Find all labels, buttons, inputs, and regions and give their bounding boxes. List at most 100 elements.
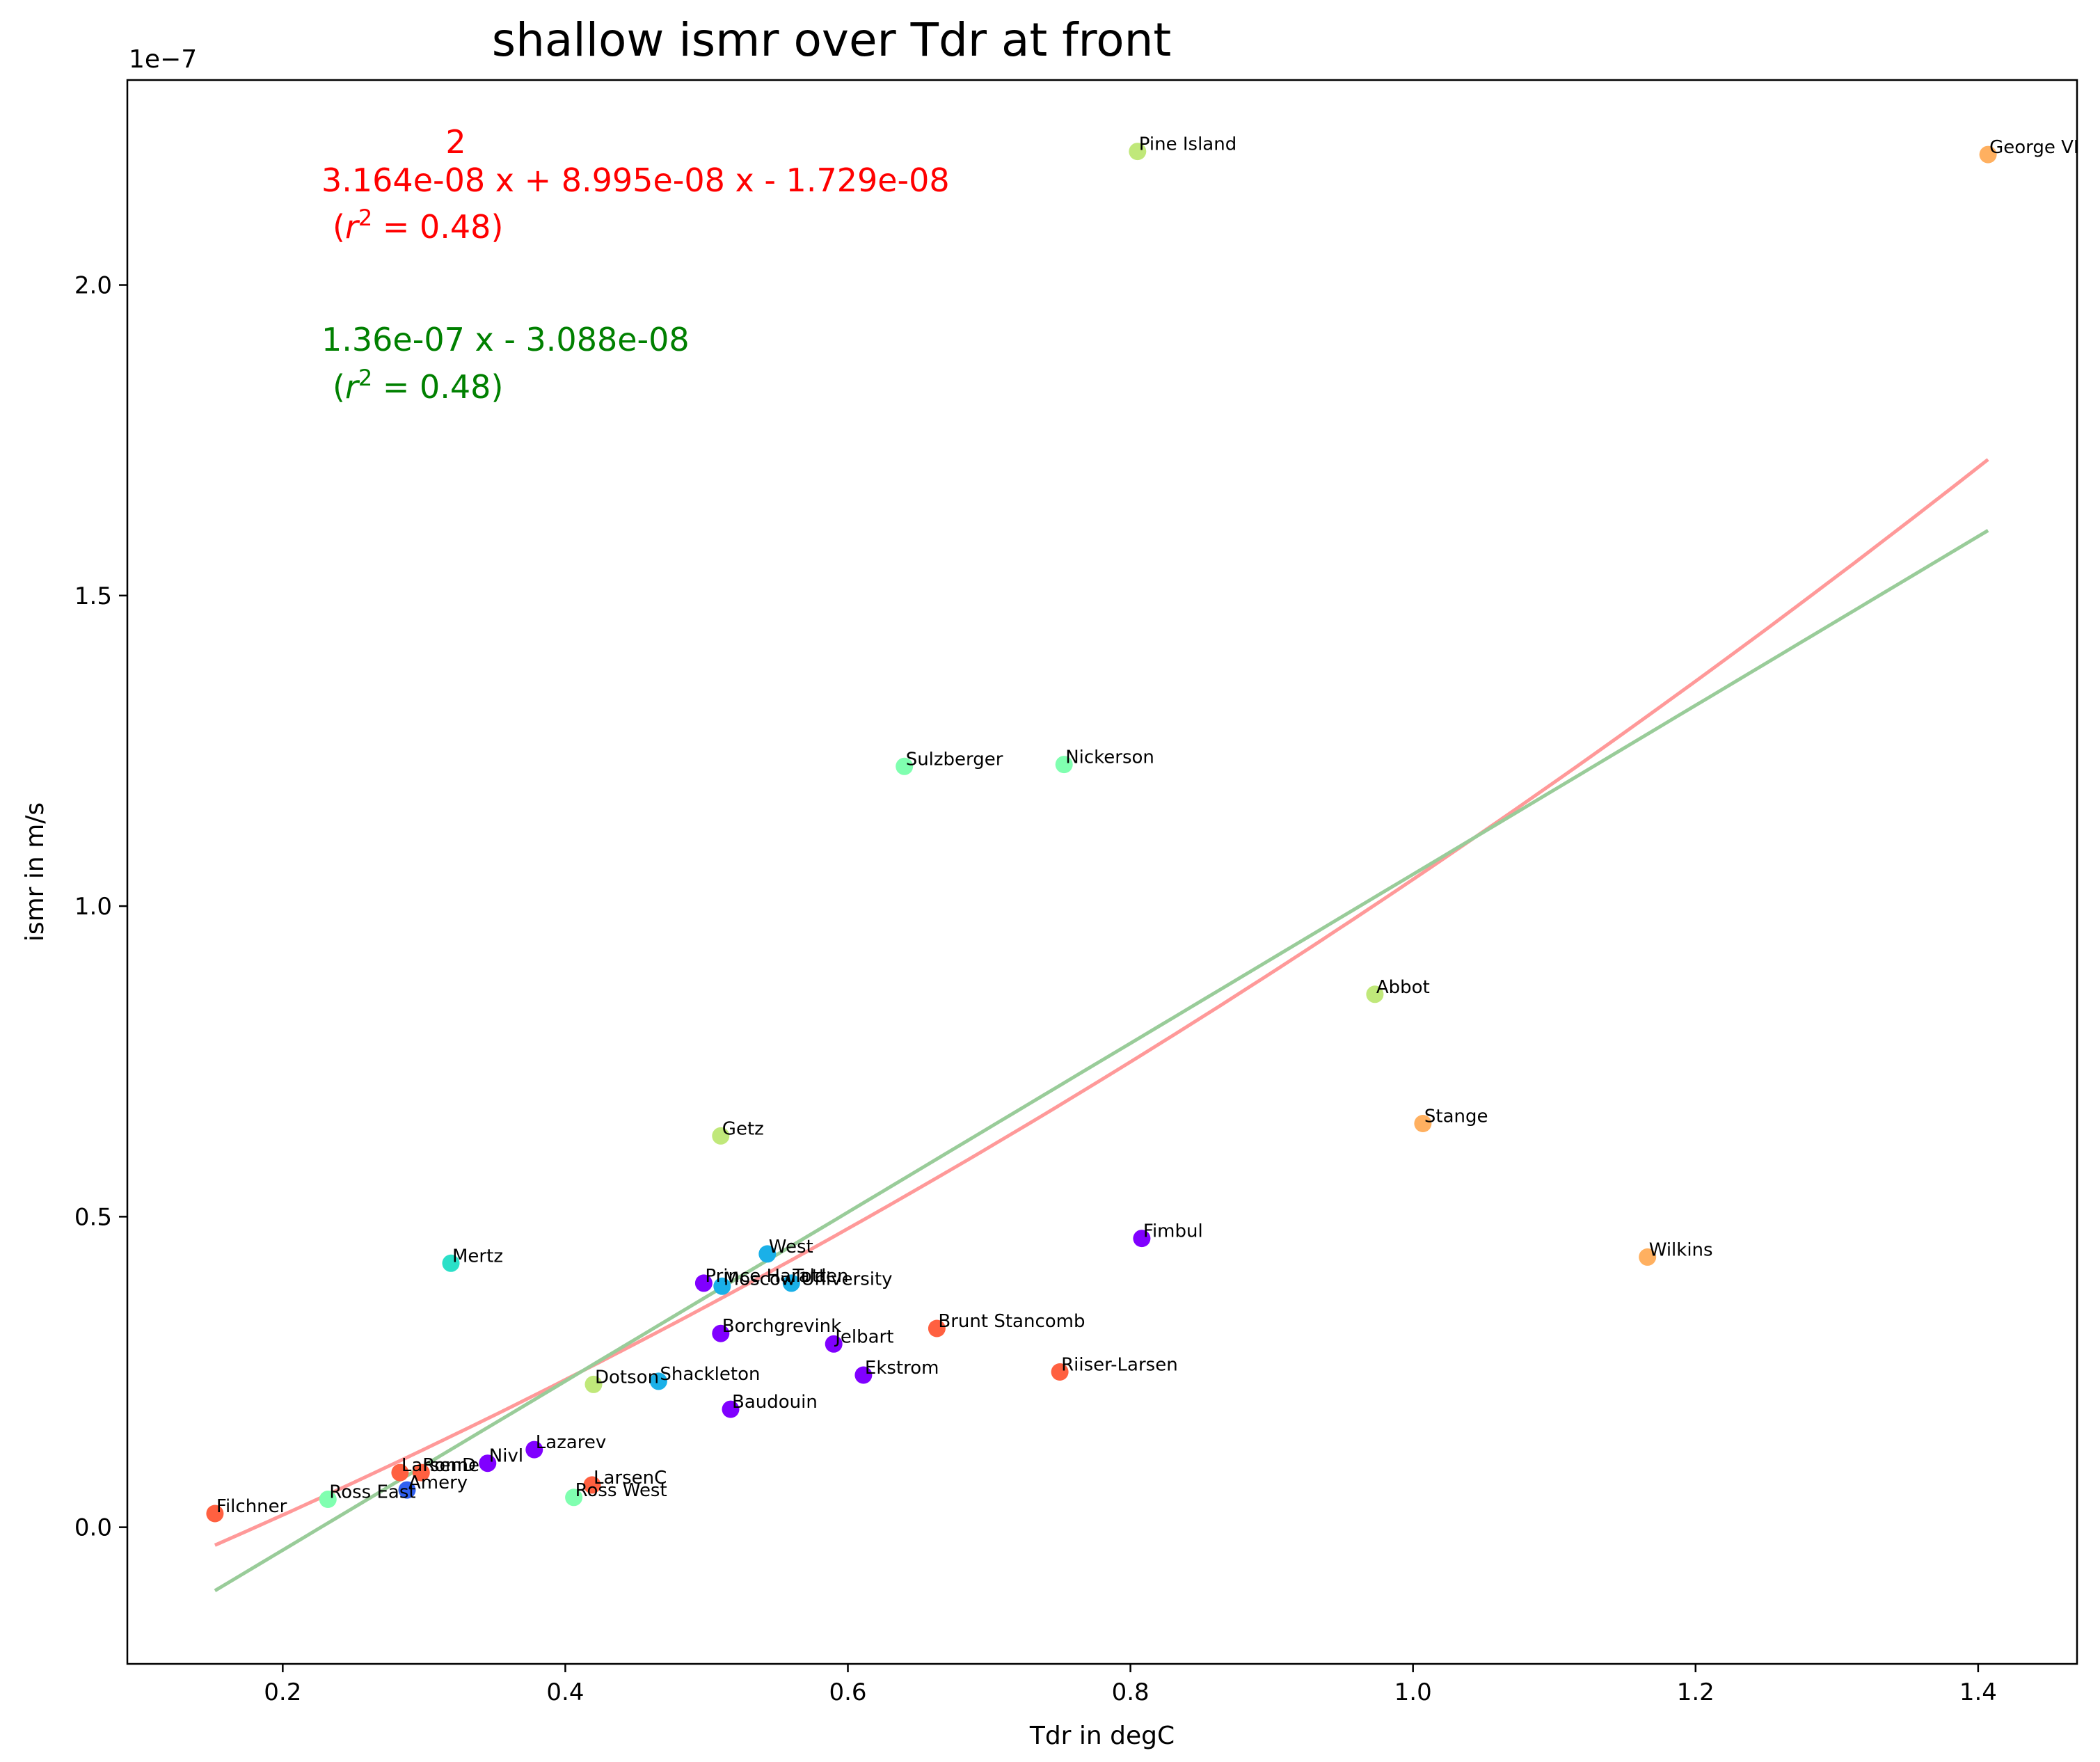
point-label-moscow-university: Moscow University — [724, 1269, 893, 1289]
x-tick-label: 0.8 — [1112, 1678, 1150, 1706]
x-axis-label: Tdr in degC — [1029, 1722, 1175, 1750]
point-nickerson — [1055, 756, 1073, 774]
y-axis-label: ismr in m/s — [21, 802, 49, 942]
point-label-dotson: Dotson — [595, 1367, 659, 1388]
quadratic-r2-value: = 0.48) — [372, 208, 503, 246]
point-label-ronne: Ronne — [422, 1455, 479, 1476]
quadratic-r2-open: ( — [333, 208, 345, 246]
point-ekstrom — [854, 1366, 873, 1384]
point-label-ross-west: Ross West — [575, 1480, 667, 1501]
point-label-amery: Amery — [408, 1473, 468, 1493]
point-baudouin — [722, 1400, 740, 1418]
point-brunt-stancomb — [928, 1319, 946, 1338]
point-mertz — [442, 1254, 460, 1272]
quadratic-fit-annotation: 2 3.164e-08 x + 8.995e-08 x - 1.729e-08 … — [321, 123, 950, 246]
point-ronne — [412, 1463, 430, 1482]
point-label-abbot: Abbot — [1376, 977, 1430, 998]
point-label-sulzberger: Sulzberger — [906, 749, 1003, 770]
point-label-brunt-stancomb: Brunt Stancomb — [938, 1311, 1085, 1332]
point-riiser-larsen — [1051, 1363, 1069, 1381]
quadratic-exponent-text: 2 — [445, 123, 466, 161]
point-label-prince-harald: Prince Harald — [705, 1266, 826, 1287]
chart-title: shallow ismr over Tdr at front — [492, 13, 1172, 67]
point-label-wilkins: Wilkins — [1649, 1239, 1713, 1260]
point-label-ekstrom: Ekstrom — [865, 1358, 939, 1379]
data-points — [206, 143, 1997, 1523]
linear-r2-value: = 0.48) — [372, 368, 503, 406]
point-label-riiser-larsen: Riiser-Larsen — [1061, 1355, 1178, 1376]
point-amery — [398, 1481, 416, 1499]
point-larsenc — [583, 1476, 601, 1494]
x-tick-label: 0.6 — [829, 1678, 866, 1706]
point-nivl — [479, 1454, 497, 1473]
point-label-george-vi: George VI — [1989, 137, 2079, 158]
point-filchner — [206, 1505, 224, 1523]
y-axis-ticks: 0.0 0.5 1.0 1.5 2.0 — [74, 272, 127, 1542]
quadratic-r2-exponent: 2 — [358, 205, 372, 231]
plot-area-frame — [126, 79, 2078, 1665]
y-tick-label: 1.0 — [74, 893, 112, 921]
point-label-jelbart: Jelbart — [834, 1326, 893, 1347]
point-ross-east — [319, 1491, 337, 1508]
point-larsend — [391, 1463, 409, 1482]
y-axis-multiplier: 1e−7 — [129, 45, 197, 74]
x-axis-ticks: 0.2 0.4 0.6 0.8 1.0 1.2 1.4 — [264, 1664, 1997, 1706]
linear-r2-symbol: r — [345, 368, 360, 406]
y-tick-label: 0.0 — [74, 1514, 112, 1542]
point-label-shackleton: Shackleton — [660, 1364, 760, 1385]
point-label-mertz: Mertz — [452, 1246, 503, 1267]
point-label-fimbul: Fimbul — [1143, 1221, 1203, 1242]
point-labels: Pine Island George VI Sulzberger Nickerson A… — [216, 134, 2079, 1517]
point-ross-west — [565, 1489, 583, 1507]
point-label-larsend: LarsenD — [401, 1455, 476, 1476]
linear-r2-text: (r2 = 0.48) — [333, 365, 503, 406]
y-tick-label: 0.5 — [74, 1203, 112, 1231]
quadratic-fit-line — [214, 458, 1989, 1547]
point-label-filchner: Filchner — [216, 1496, 287, 1517]
point-label-larsenc: LarsenC — [594, 1468, 667, 1489]
point-label-baudouin: Baudouin — [732, 1392, 818, 1413]
point-label-stange: Stange — [1424, 1106, 1488, 1127]
point-stange — [1414, 1115, 1432, 1132]
point-george-vi — [1979, 145, 1997, 164]
point-borchgrevink — [712, 1324, 730, 1342]
point-label-ross-east: Ross East — [329, 1482, 415, 1503]
point-pine-island — [1129, 143, 1147, 161]
point-label-lazarev: Lazarev — [536, 1432, 607, 1453]
point-shackleton — [649, 1372, 667, 1390]
point-abbot — [1366, 985, 1384, 1003]
linear-fit-annotation: 1.36e-07 x - 3.088e-08 (r2 = 0.48) — [321, 321, 690, 406]
x-tick-label: 0.2 — [264, 1678, 301, 1706]
linear-equation-text: 1.36e-07 x - 3.088e-08 — [321, 321, 690, 358]
linear-r2-open: ( — [333, 368, 345, 406]
point-lazarev — [525, 1440, 543, 1459]
point-wilkins — [1639, 1248, 1657, 1266]
quadratic-equation-text: 3.164e-08 x + 8.995e-08 x - 1.729e-08 — [321, 161, 950, 199]
point-label-pine-island: Pine Island — [1139, 134, 1236, 155]
point-moscow-university — [713, 1277, 731, 1295]
point-label-nivl: Nivl — [489, 1446, 523, 1467]
point-label-totten: Totten — [792, 1266, 848, 1287]
linear-r2-exponent: 2 — [358, 365, 372, 391]
linear-fit-line — [214, 529, 1989, 1592]
point-label-west: West — [769, 1237, 813, 1257]
fit-lines — [214, 458, 1989, 1592]
y-tick-label: 1.5 — [74, 582, 112, 610]
point-west — [758, 1245, 777, 1263]
point-label-nickerson: Nickerson — [1065, 747, 1154, 768]
x-tick-label: 0.4 — [546, 1678, 584, 1706]
x-tick-label: 1.4 — [1959, 1678, 1997, 1706]
quadratic-r2-symbol: r — [345, 208, 360, 246]
point-totten — [782, 1274, 800, 1292]
point-sulzberger — [896, 757, 914, 775]
x-tick-label: 1.2 — [1677, 1678, 1715, 1706]
y-tick-label: 2.0 — [74, 272, 112, 300]
point-dotson — [584, 1375, 603, 1393]
point-fimbul — [1133, 1230, 1151, 1248]
point-getz — [712, 1127, 730, 1145]
x-tick-label: 1.0 — [1394, 1678, 1432, 1706]
quadratic-r2-text: (r2 = 0.48) — [333, 205, 503, 246]
point-jelbart — [825, 1335, 843, 1353]
